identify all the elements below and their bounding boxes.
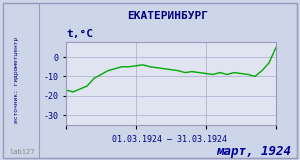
Text: 01.03.1924 – 31.03.1924: 01.03.1924 – 31.03.1924 (112, 135, 227, 144)
Text: источник: гидрометцентр: источник: гидрометцентр (14, 37, 19, 123)
Text: март, 1924: март, 1924 (216, 145, 291, 158)
Text: t,°C: t,°C (66, 29, 93, 39)
Text: lab127: lab127 (9, 149, 34, 155)
Text: ЕКАТЕРИНБУРГ: ЕКАТЕРИНБУРГ (128, 11, 208, 21)
